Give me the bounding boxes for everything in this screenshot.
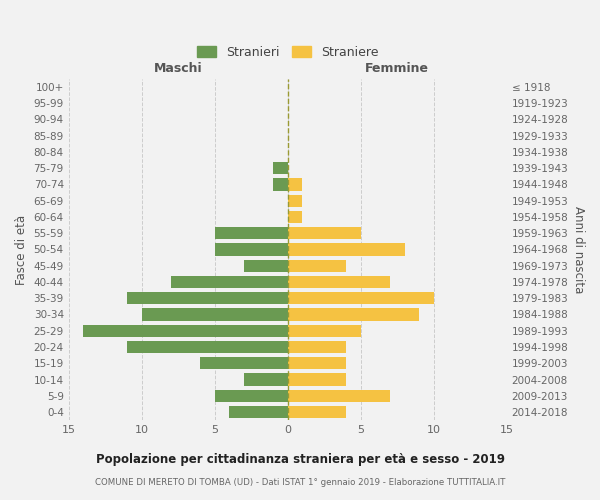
Bar — [287, 227, 361, 239]
Legend: Stranieri, Straniere: Stranieri, Straniere — [192, 40, 383, 64]
Text: Femmine: Femmine — [365, 62, 429, 76]
Bar — [287, 178, 302, 190]
Bar — [287, 341, 346, 353]
Bar — [287, 357, 346, 370]
Text: Popolazione per cittadinanza straniera per età e sesso - 2019: Popolazione per cittadinanza straniera p… — [95, 452, 505, 466]
Bar — [287, 292, 434, 304]
Bar — [171, 276, 287, 288]
Bar — [215, 390, 287, 402]
Bar — [83, 324, 287, 337]
Bar — [273, 162, 287, 174]
Bar — [287, 406, 346, 418]
Bar — [287, 211, 302, 223]
Bar — [287, 308, 419, 320]
Bar — [273, 178, 287, 190]
Bar — [287, 260, 346, 272]
Y-axis label: Anni di nascita: Anni di nascita — [572, 206, 585, 293]
Bar — [229, 406, 287, 418]
Bar — [287, 374, 346, 386]
Bar — [287, 390, 390, 402]
Bar — [287, 244, 404, 256]
Bar — [244, 374, 287, 386]
Bar — [127, 341, 287, 353]
Bar — [127, 292, 287, 304]
Y-axis label: Fasce di età: Fasce di età — [15, 214, 28, 284]
Bar — [142, 308, 287, 320]
Bar — [215, 227, 287, 239]
Text: COMUNE DI MERETO DI TOMBA (UD) - Dati ISTAT 1° gennaio 2019 - Elaborazione TUTTI: COMUNE DI MERETO DI TOMBA (UD) - Dati IS… — [95, 478, 505, 487]
Text: Maschi: Maschi — [154, 62, 202, 76]
Bar — [215, 244, 287, 256]
Bar — [200, 357, 287, 370]
Bar — [287, 276, 390, 288]
Bar — [287, 324, 361, 337]
Bar — [244, 260, 287, 272]
Bar — [287, 194, 302, 207]
